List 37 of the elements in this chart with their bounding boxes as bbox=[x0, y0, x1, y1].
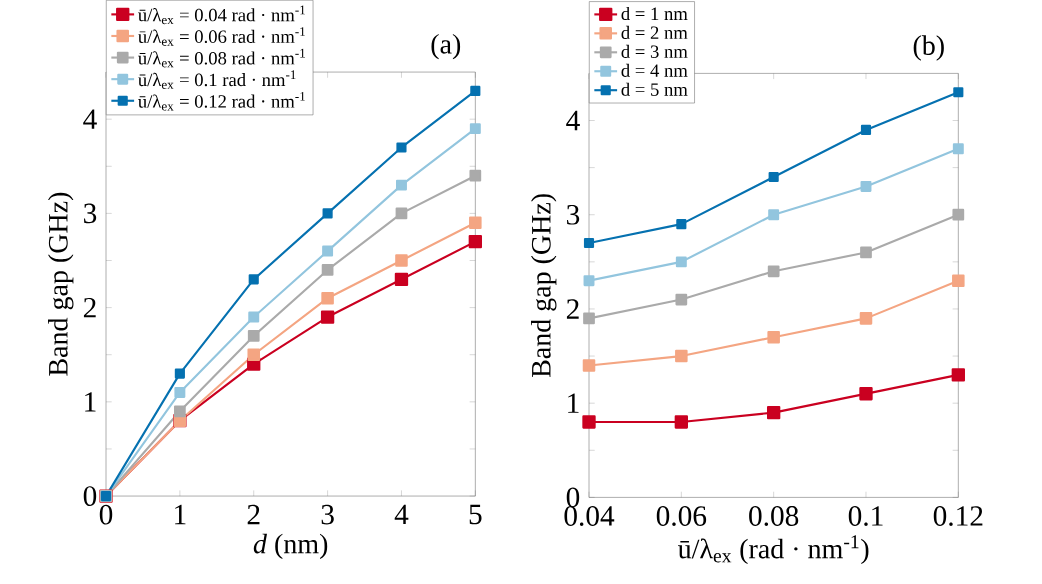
legend-label: d = 1 nm bbox=[621, 6, 688, 21]
x-axis-title: d (nm) bbox=[253, 533, 328, 560]
y-tick-label: 0 bbox=[83, 486, 97, 506]
x-tick-label: 0.06 bbox=[656, 506, 707, 526]
legend-label: ū/λ$_{ex}$ = 0.1 rad · nm$^{-1}$ bbox=[138, 70, 296, 89]
y-tick-label: 4 bbox=[566, 110, 580, 131]
legend-label: d = 4 nm bbox=[621, 63, 688, 77]
y-tick-label: 2 bbox=[566, 299, 579, 319]
legend-label: d = 5 nm bbox=[621, 82, 688, 96]
y-tick-label: 3 bbox=[567, 204, 580, 225]
x-tick-label: 5 bbox=[469, 504, 482, 525]
x-tick-label: 2 bbox=[247, 504, 260, 525]
chart-title: (b) bbox=[913, 35, 944, 61]
y-tick-label: 3 bbox=[84, 203, 97, 224]
legend-label: ū/λ$_{ex}$ = 0.04 rad · nm$^{-1}$ bbox=[138, 5, 305, 25]
x-tick-label: 4 bbox=[394, 504, 409, 525]
legend-label: ū/λ$_{ex}$ = 0.12 rad · nm$^{-1}$ bbox=[138, 91, 305, 111]
x-tick-label: 0.1 bbox=[848, 506, 883, 526]
x-tick-label: 1 bbox=[175, 504, 186, 525]
chart-title: (a) bbox=[431, 33, 461, 60]
y-axis-title: Band gap (GHz) bbox=[48, 192, 74, 376]
x-axis-title: ū/λ$_{ex}$ (rad · nm$^{-1}$) bbox=[678, 535, 869, 565]
x-tick-label: 0 bbox=[99, 504, 113, 525]
x-tick-label: 0.04 bbox=[564, 506, 615, 526]
x-tick-label: 0.08 bbox=[749, 506, 799, 526]
y-tick-label: 0 bbox=[566, 487, 580, 508]
y-tick-label: 1 bbox=[85, 392, 96, 412]
x-tick-label: 0.12 bbox=[933, 506, 983, 526]
legend-label: ū/λ$_{ex}$ = 0.08 rad · nm$^{-1}$ bbox=[138, 48, 305, 68]
y-tick-label: 1 bbox=[568, 393, 579, 413]
y-tick-label: 2 bbox=[83, 297, 96, 318]
x-tick-label: 3 bbox=[321, 504, 334, 525]
legend-label: ū/λ$_{ex}$ = 0.06 rad · nm$^{-1}$ bbox=[138, 27, 305, 46]
legend-label: d = 3 nm bbox=[621, 44, 688, 58]
legend-label: d = 2 nm bbox=[621, 25, 688, 39]
y-tick-label: 4 bbox=[83, 109, 97, 129]
y-axis-title: Band gap (GHz) bbox=[531, 194, 557, 378]
